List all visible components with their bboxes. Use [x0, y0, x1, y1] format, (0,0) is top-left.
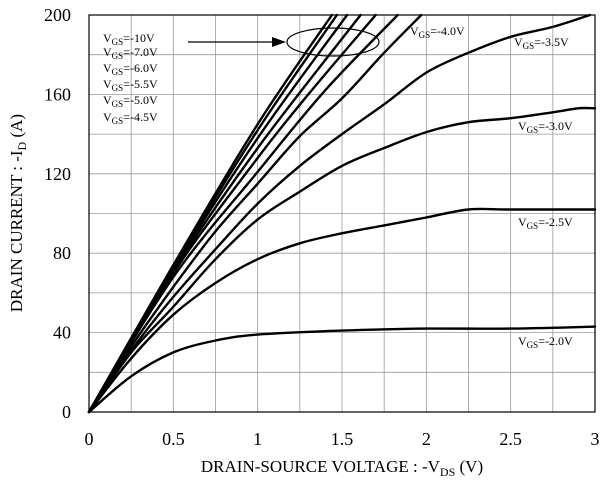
curve-label: VGS=-5.0V — [103, 93, 158, 109]
curve-label: VGS=-3.0V — [518, 119, 573, 135]
series-line-vgs-2p5v — [87, 207, 597, 414]
y-axis-title: DRAIN CURRENT : -ID (A) — [7, 114, 29, 312]
series-line-vgs-3p0v — [87, 106, 597, 414]
curve-group-ellipse — [286, 27, 380, 57]
x-tick-label: 1 — [253, 429, 262, 449]
x-tick-label: 3 — [591, 429, 600, 449]
y-tick-label: 0 — [62, 402, 71, 422]
x-tick-label: 0.5 — [162, 429, 185, 449]
series-line-vgs-4p5v — [87, 13, 399, 414]
curve-label: VGS=-6.0V — [103, 61, 158, 77]
plot-frame — [88, 14, 596, 413]
grid — [89, 15, 595, 412]
curve-label: VGS=-2.0V — [518, 334, 573, 350]
series-line-vgs-4p0v — [87, 13, 423, 414]
x-tick-label: 0 — [85, 429, 94, 449]
curve-labels: VGS=-10VVGS=-7.0VVGS=-6.0VVGS=-5.5VVGS=-… — [103, 24, 573, 350]
curve-label: VGS=-2.5V — [518, 215, 573, 231]
y-tick-label: 40 — [53, 323, 71, 343]
curve-label: VGS=-7.0V — [103, 45, 158, 61]
y-tick-labels: 0 40 80 120 160 200 — [44, 5, 71, 422]
annotation-arrowhead — [272, 37, 286, 47]
curve-label: VGS=-5.5V — [103, 77, 158, 93]
y-tick-label: 120 — [44, 164, 71, 184]
y-tick-label: 80 — [53, 243, 71, 263]
y-tick-label: 160 — [44, 84, 71, 104]
series-line-vgs-3p5v — [87, 13, 592, 414]
x-tick-label: 2.5 — [499, 429, 522, 449]
curve-label: VGS=-3.5V — [514, 35, 569, 51]
x-axis-title: DRAIN-SOURCE VOLTAGE : -VDS (V) — [201, 457, 483, 479]
x-tick-label: 2 — [422, 429, 431, 449]
series-layer — [87, 13, 597, 414]
curve-label: VGS=-10V — [103, 31, 155, 47]
x-tick-labels: 0 0.5 1 1.5 2 2.5 3 — [85, 429, 600, 449]
curve-label: VGS=-4.5V — [103, 110, 158, 126]
curve-label: VGS=-4.0V — [410, 24, 465, 40]
y-tick-label: 200 — [44, 5, 71, 25]
x-tick-label: 1.5 — [331, 429, 354, 449]
series-line-vgs-2p0v — [87, 325, 597, 414]
